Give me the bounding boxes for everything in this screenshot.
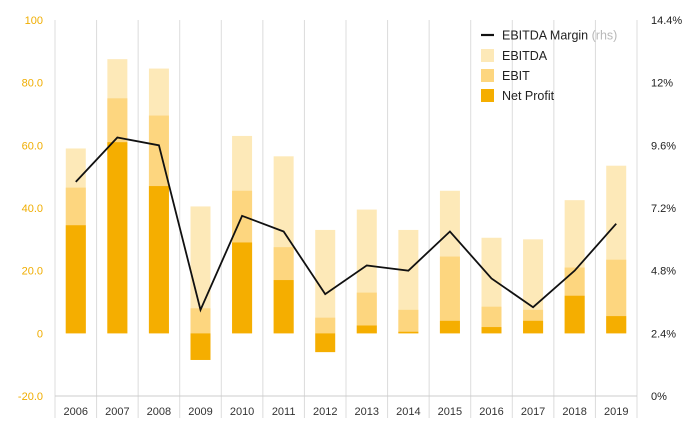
line-ebitda-margin [75,136,617,313]
legend-label-ebitda-margin: EBITDA Margin [502,29,588,43]
bar-ebit-2015 [439,256,460,334]
bar-ebitda-2012 [315,229,336,334]
bar-layer [65,59,627,360]
y-right-tick-label: 14.4% [651,15,682,27]
legend-label-ebit: EBIT [502,69,530,83]
y-left-tick-label: 80.0 [22,78,43,90]
x-tick-label: 2010 [230,406,254,418]
bar-net-profit-2006 [65,225,86,334]
x-tick-label: 2018 [562,406,586,418]
legend-label-ebitda: EBITDA [502,49,548,63]
bar-net-profit-2008 [148,186,169,334]
line-layer [75,136,617,313]
bar-net-profit-2017 [523,320,544,334]
bar-ebit-2016 [481,306,502,334]
x-tick-label: 2016 [479,406,503,418]
y-left-tick-label: -20.0 [18,391,43,403]
y-right-tick-label: 2.4% [651,328,676,340]
bar-net-profit-2015 [439,320,460,334]
bar-net-profit-2016 [481,327,502,334]
bar-net-profit-2018 [564,295,585,334]
bar-net-profit-2009 [190,333,211,360]
svg-text:EBITDA Margin (rhs): EBITDA Margin (rhs) [502,29,617,43]
bar-ebit-2013 [356,292,377,334]
y-right-tick-label: 0% [651,391,667,403]
grid-layer [54,20,638,418]
x-tick-label: 2011 [272,406,296,418]
legend: EBITDA Margin (rhs) EBITDA EBIT Net Prof… [481,29,617,103]
x-tick-label: 2008 [147,406,171,418]
y-right-tick-label: 4.8% [651,266,676,278]
x-tick-label: 2017 [521,406,545,418]
bar-net-profit-2012 [315,333,336,353]
legend-swatch-net-profit [481,89,494,102]
y-left-tick-label: 60.0 [22,140,43,152]
bar-ebit-2019 [606,259,627,334]
legend-note-rhs: (rhs) [592,29,618,43]
y-right-tick-label: 7.2% [651,203,676,215]
bar-net-profit-2014 [398,331,419,334]
bar-ebit-2009 [190,308,211,334]
y-right-tick-label: 9.6% [651,140,676,152]
x-tick-label: 2015 [438,406,462,418]
bar-ebitda-2009 [190,206,211,334]
legend-swatch-ebitda [481,49,494,62]
bar-net-profit-2010 [232,242,253,334]
x-tick-label: 2007 [105,406,129,418]
bar-net-profit-2019 [606,316,627,334]
bar-ebit-2012 [315,317,336,334]
x-tick-label: 2013 [355,406,379,418]
y-left-tick-label: 0 [37,328,43,340]
y-right-tick-label: 12% [651,78,673,90]
bar-ebitda-2014 [398,229,419,334]
x-tick-label: 2014 [396,406,420,418]
bar-ebitda-2017 [523,239,544,334]
axis-layer: 100 80.0 60.0 40.0 20.0 0 -20.0 14.4% 12% 9.6% 7.2… [18,15,682,418]
x-tick-label: 2006 [64,406,88,418]
x-tick-label: 2009 [188,406,212,418]
legend-swatch-ebit [481,69,494,82]
bar-net-profit-2013 [356,325,377,334]
bar-ebit-2014 [398,309,419,334]
y-left-tick-label: 20.0 [22,266,43,278]
bar-net-profit-2007 [107,142,128,334]
y-left-tick-label: 40.0 [22,203,43,215]
legend-label-net-profit: Net Profit [502,89,555,103]
y-left-tick-label: 100 [25,15,43,27]
x-tick-label: 2012 [313,406,337,418]
x-tick-label: 2019 [604,406,628,418]
bar-net-profit-2011 [273,280,294,334]
